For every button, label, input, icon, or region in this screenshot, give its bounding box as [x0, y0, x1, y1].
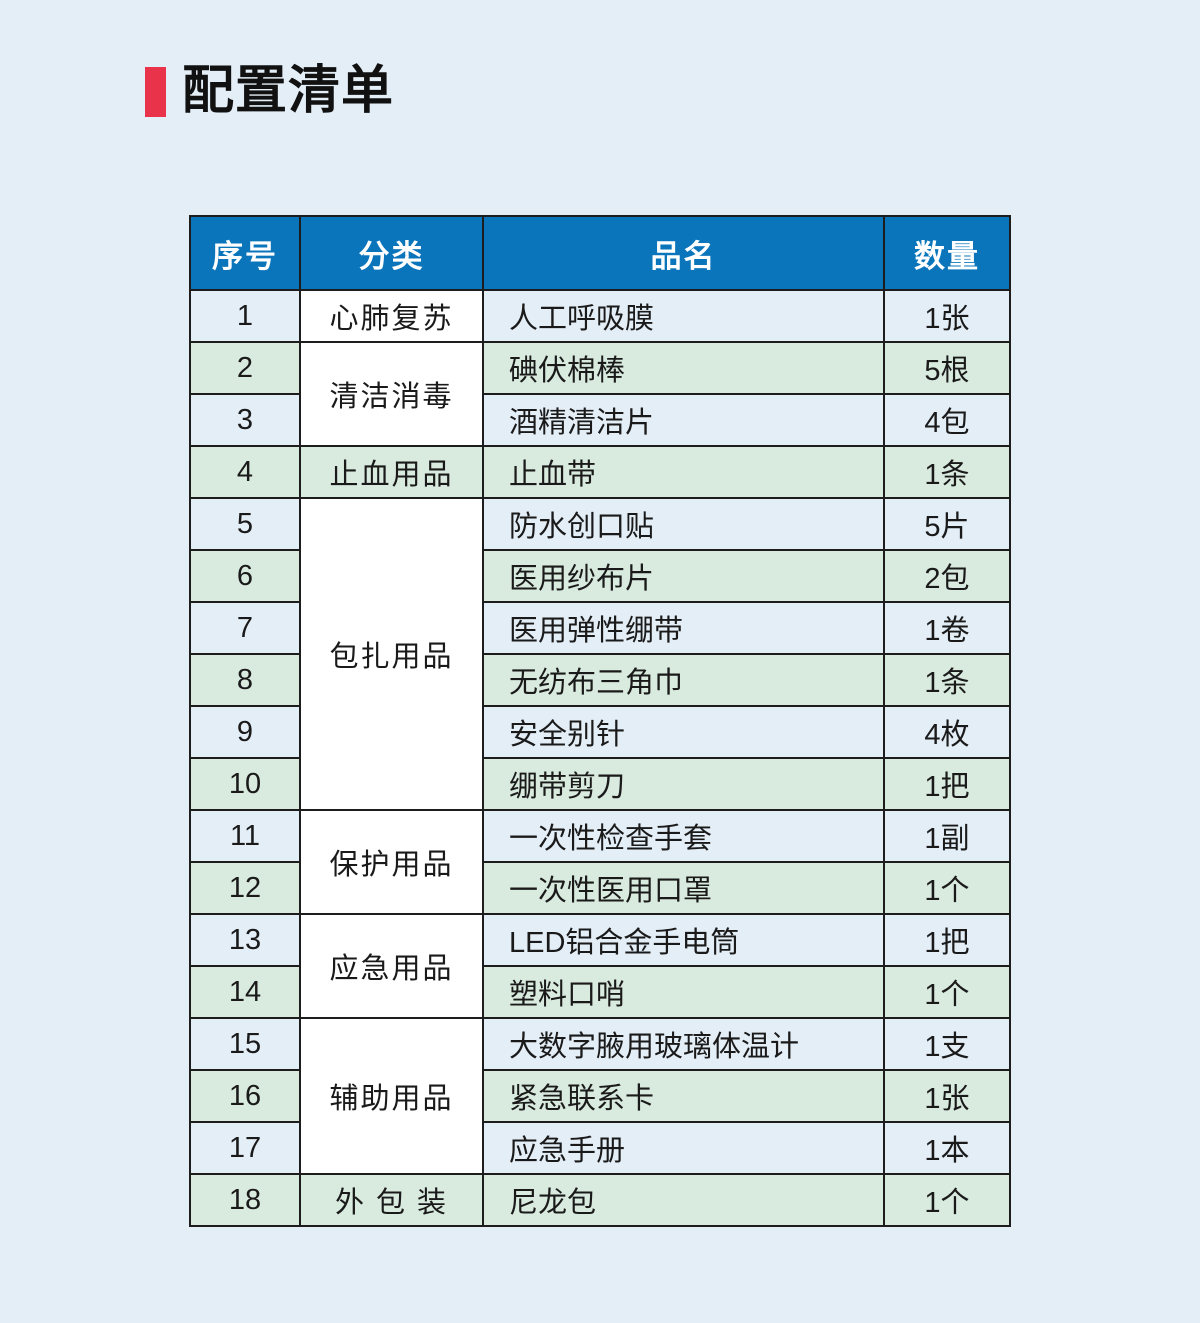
table-row: 6 医用纱布片 2包: [189, 549, 1011, 603]
cell-category: 清洁消毒: [299, 341, 484, 447]
cell-no: 10: [189, 757, 301, 811]
table-row: 1 心肺复苏 人工呼吸膜 1张: [189, 289, 1011, 343]
table-row: 15 辅助用品 大数字腋用玻璃体温计 1支: [189, 1017, 1011, 1175]
cell-qty: 1把: [883, 913, 1011, 967]
table-row: 8 无纺布三角巾 1条: [189, 653, 1011, 707]
header-qty: 数量: [883, 215, 1011, 291]
cell-category: 心肺复苏: [299, 289, 484, 343]
cell-name: 塑料口哨: [482, 965, 885, 1019]
cell-qty: 1张: [883, 1069, 1011, 1123]
cell-qty: 1卷: [883, 601, 1011, 655]
cell-qty: 1本: [883, 1121, 1011, 1175]
cell-name: 一次性检查手套: [482, 809, 885, 863]
cell-no: 5: [189, 497, 301, 551]
cell-no: 6: [189, 549, 301, 603]
cell-name: 医用纱布片: [482, 549, 885, 603]
table-row: 13 应急用品 LED铝合金手电筒 1把: [189, 913, 1011, 1019]
cell-name: 一次性医用口罩: [482, 861, 885, 915]
table-row: 11 保护用品 一次性检查手套 1副: [189, 809, 1011, 915]
cell-name: 无纺布三角巾: [482, 653, 885, 707]
cell-category: 辅助用品: [299, 1017, 484, 1175]
cell-no: 9: [189, 705, 301, 759]
cell-no: 18: [189, 1173, 301, 1227]
table-row: 10 绷带剪刀 1把: [189, 757, 1011, 811]
cell-no: 11: [189, 809, 301, 863]
table-row: 18 外 包 装尼龙包 1个: [189, 1173, 1011, 1227]
cell-qty: 1个: [883, 1173, 1011, 1227]
cell-no: 17: [189, 1121, 301, 1175]
table-header-row: 序号 分类 品名 数量: [189, 215, 1011, 291]
cell-name: 止血带: [482, 445, 885, 499]
cell-no: 2: [189, 341, 301, 395]
cell-category: 应急用品: [299, 913, 484, 1019]
cell-name: LED铝合金手电筒: [482, 913, 885, 967]
cell-no: 7: [189, 601, 301, 655]
cell-name: 碘伏棉棒: [482, 341, 885, 395]
table-row: 16 紧急联系卡 1张: [189, 1069, 1011, 1123]
table-row: 9 安全别针 4枚: [189, 705, 1011, 759]
table-row: 2 清洁消毒 碘伏棉棒 5根: [189, 341, 1011, 447]
cell-qty: 1把: [883, 757, 1011, 811]
cell-no: 1: [189, 289, 301, 343]
cell-qty: 5根: [883, 341, 1011, 395]
cell-category: 止血用品: [299, 445, 484, 499]
cell-name: 人工呼吸膜: [482, 289, 885, 343]
cell-name: 应急手册: [482, 1121, 885, 1175]
cell-no: 13: [189, 913, 301, 967]
table-row: 14 塑料口哨 1个: [189, 965, 1011, 1019]
cell-no: 12: [189, 861, 301, 915]
table-row: 4 止血用品 止血带 1条: [189, 445, 1011, 499]
cell-category: 保护用品: [299, 809, 484, 915]
cell-qty: 1条: [883, 653, 1011, 707]
table-row: 5 包扎用品 防水创口贴 5片: [189, 497, 1011, 811]
header-no: 序号: [189, 215, 301, 291]
cell-qty: 1个: [883, 861, 1011, 915]
cell-qty: 1副: [883, 809, 1011, 863]
cell-name: 大数字腋用玻璃体温计: [482, 1017, 885, 1071]
configuration-table: 序号 分类 品名 数量 1 心肺复苏 人工呼吸膜 1张 2 清洁消毒 碘伏棉棒 5根 3 酒精清洁…: [189, 215, 1011, 1227]
cell-category: 包扎用品: [299, 497, 484, 811]
cell-qty: 4枚: [883, 705, 1011, 759]
page-title: 配置清单: [182, 62, 395, 120]
cell-name: 绷带剪刀: [482, 757, 885, 811]
table-row: 3 酒精清洁片 4包: [189, 393, 1011, 447]
cell-qty: 4包: [883, 393, 1011, 447]
cell-category: 外 包 装: [299, 1173, 484, 1227]
title-accent-bar: [145, 67, 166, 117]
cell-name: 酒精清洁片: [482, 393, 885, 447]
cell-qty: 1个: [883, 965, 1011, 1019]
cell-no: 8: [189, 653, 301, 707]
cell-no: 15: [189, 1017, 301, 1071]
cell-qty: 1条: [883, 445, 1011, 499]
table-row: 7 医用弹性绷带 1卷: [189, 601, 1011, 655]
table-row: 17 应急手册 1本: [189, 1121, 1011, 1175]
cell-no: 4: [189, 445, 301, 499]
cell-no: 14: [189, 965, 301, 1019]
cell-name: 安全别针: [482, 705, 885, 759]
cell-qty: 5片: [883, 497, 1011, 551]
cell-qty: 1支: [883, 1017, 1011, 1071]
cell-name: 医用弹性绷带: [482, 601, 885, 655]
header-name: 品名: [482, 215, 885, 291]
cell-name: 尼龙包: [482, 1173, 885, 1227]
table-row: 12 一次性医用口罩 1个: [189, 861, 1011, 915]
cell-no: 16: [189, 1069, 301, 1123]
cell-qty: 1张: [883, 289, 1011, 343]
header-category: 分类: [299, 215, 484, 291]
cell-name: 防水创口贴: [482, 497, 885, 551]
cell-no: 3: [189, 393, 301, 447]
cell-name: 紧急联系卡: [482, 1069, 885, 1123]
cell-qty: 2包: [883, 549, 1011, 603]
